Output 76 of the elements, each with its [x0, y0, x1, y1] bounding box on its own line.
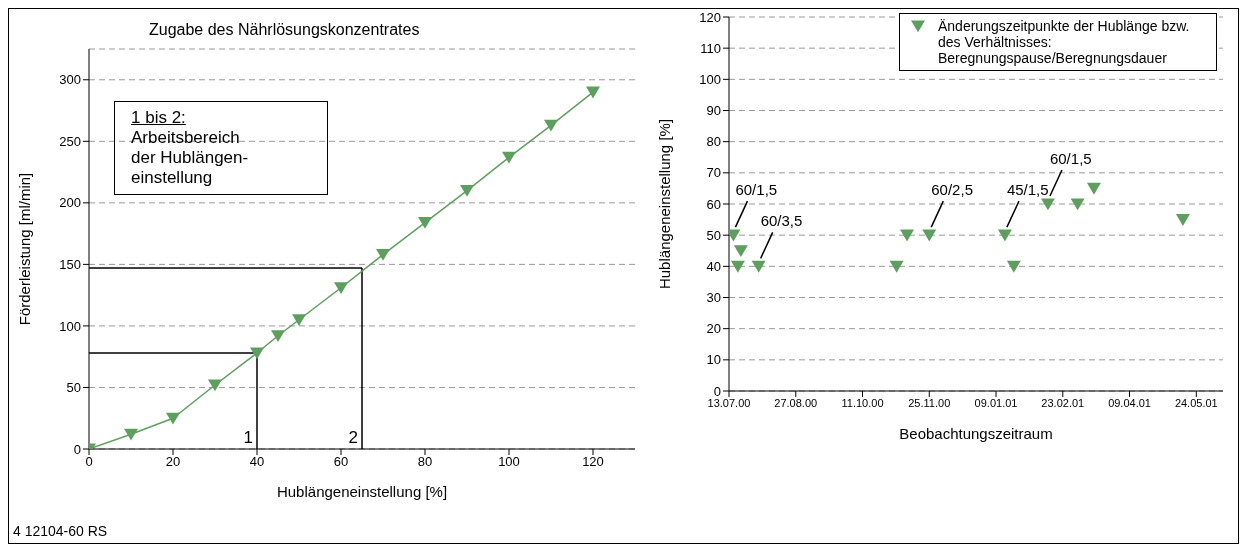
y-tick-label: 90	[706, 103, 721, 119]
point	[889, 260, 904, 273]
x-tick-label: 80	[417, 454, 433, 470]
point	[208, 379, 222, 392]
y-tick-label: 200	[59, 195, 81, 211]
point	[460, 184, 474, 197]
x-tick-label: 13.07.00	[707, 396, 751, 409]
y-tick-label: 10	[706, 352, 721, 368]
y-axis-title: Hublängeneinstellung [%]	[656, 118, 674, 290]
y-tick-label: 0	[713, 383, 721, 399]
y-tick-label: 250	[59, 133, 81, 149]
point	[1175, 213, 1190, 226]
annotation: 1 bis 2: Arbeitsbereich der Hublängen- einstellung	[131, 108, 250, 188]
point	[751, 260, 766, 273]
point	[502, 151, 516, 164]
x-tick-label: 09.01.01	[974, 396, 1018, 409]
x-tick-label: 40	[249, 454, 265, 470]
y-tick-label: 60	[706, 196, 721, 212]
y-tick-label: 110	[700, 40, 721, 56]
annotation: 1	[243, 428, 253, 447]
point	[544, 119, 558, 132]
y-tick-label: 0	[73, 441, 81, 457]
y-tick-label: 100	[699, 71, 721, 87]
x-tick-label: 25.11.00	[908, 396, 951, 409]
annotation: 60/2,5	[931, 181, 973, 199]
x-tick-label: 120	[582, 454, 604, 470]
point	[730, 260, 745, 273]
y-tick-label: 120	[699, 9, 721, 25]
x-tick-label: 100	[498, 454, 520, 470]
legend-label: Änderungszeitpunkte der Hublänge bzw. des Verhältnisses: Beregnungspause/Beregnungsdauer	[938, 18, 1191, 66]
annotation: 60/1,5	[735, 181, 778, 199]
point	[1070, 198, 1085, 211]
annotation: 60/3,5	[760, 212, 803, 230]
y-tick-label: 100	[59, 318, 81, 334]
chart-title: Zugabe des Nährlösungskonzentrates	[149, 21, 420, 39]
x-tick-label: 27.08.00	[774, 396, 818, 409]
y-tick-label: 50	[66, 380, 81, 396]
x-tick-label: 23.02.01	[1041, 396, 1085, 409]
y-tick-label: 80	[706, 134, 721, 150]
point	[334, 282, 348, 295]
point	[250, 347, 264, 360]
y-axis-title: Förderleistung [ml/min]	[16, 172, 34, 326]
y-tick-label: 150	[59, 257, 81, 272]
point	[124, 428, 138, 441]
y-tick-label: 50	[706, 227, 721, 243]
point	[1086, 182, 1101, 195]
y-tick-label: 300	[59, 72, 81, 88]
y-tick-label: 20	[706, 321, 721, 337]
point	[1006, 260, 1021, 273]
x-tick-label: 09.04.01	[1108, 396, 1151, 409]
point	[922, 229, 937, 242]
annotation: 60/1,5	[1049, 150, 1092, 167]
annotation: 2	[348, 428, 358, 447]
point	[418, 216, 432, 229]
x-tick-label: 20	[165, 454, 181, 470]
point	[997, 229, 1012, 242]
x-tick-label: 60	[333, 454, 349, 470]
x-tick-label: 0	[85, 454, 93, 470]
point	[1040, 198, 1055, 211]
x-axis-title: Hublängeneinstellung [%]	[276, 483, 448, 500]
x-axis-title: Beobachtungszeitraum	[899, 425, 1053, 442]
text-box: 1 bis 2: Arbeitsbereich der Hublängen- einstellung	[114, 101, 328, 195]
point	[166, 412, 180, 425]
x-tick-label: 24.05.01	[1174, 396, 1218, 409]
point	[586, 86, 600, 99]
text: 4 12104-60 RS	[13, 523, 108, 539]
point	[376, 248, 390, 261]
point	[271, 330, 285, 343]
y-tick-label: 70	[706, 165, 721, 181]
y-tick-label: 30	[706, 290, 721, 306]
x-tick-label: 11.10.00	[841, 396, 884, 409]
point	[900, 229, 915, 242]
point	[292, 314, 306, 327]
annotation: 45/1,5	[1006, 181, 1049, 199]
y-tick-label: 40	[706, 258, 721, 274]
point	[733, 245, 748, 258]
